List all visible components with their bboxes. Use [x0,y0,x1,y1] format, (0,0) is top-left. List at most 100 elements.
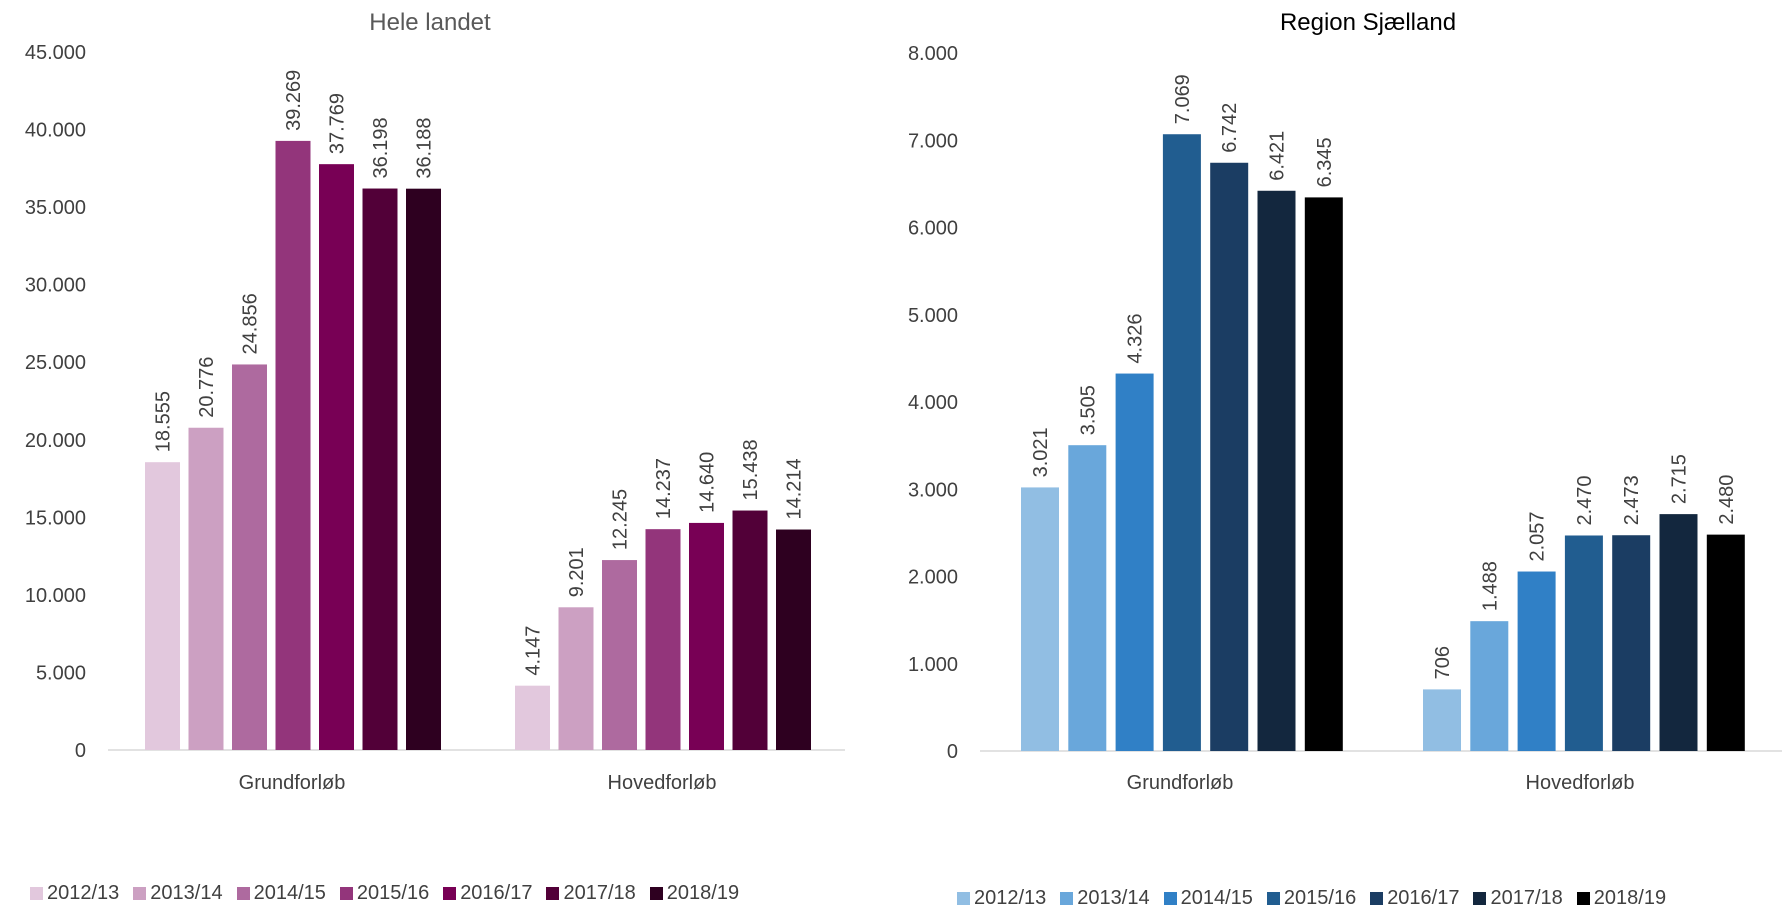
legend-item: 2017/18 [546,882,636,905]
bar [1659,514,1698,751]
category-label: Hovedforløb [608,772,717,794]
data-label: 3.021 [1030,427,1052,477]
data-label: 4.147 [523,626,545,676]
y-tick-label: 25.000 [25,352,86,374]
category-label: Grundforløb [239,772,346,794]
legend-swatch [339,887,353,900]
y-tick-label: 7.000 [908,130,958,152]
chart-region-sjaelland: Region Sjælland 0 1.000 2.000 3.000 4.000 5.00… [880,0,1782,911]
legend-swatch [1163,892,1177,905]
legend-label: 2015/16 [1283,887,1357,909]
category-label: Grundforløb [1127,772,1234,794]
legend-item: 2012/13 [957,887,1046,910]
legend-swatch [236,887,250,900]
chart-hele-landet: Hele landet 0 5.000 10.000 15.000 20.000 25.00… [0,0,880,911]
bar [1162,134,1201,752]
legend-label: 2016/17 [460,882,533,904]
y-tick-label: 10.000 [25,585,86,607]
legend-item: 2017/18 [1473,887,1563,910]
legend-item: 2016/17 [443,882,532,905]
data-label: 9.201 [566,547,588,597]
legend-swatch [546,887,560,900]
data-label: 1.488 [1479,561,1501,611]
y-tick-label: 45.000 [25,42,86,64]
bar [1564,535,1603,751]
bar [645,529,681,750]
data-label: 14.237 [653,458,675,519]
legend-item: 2018/19 [649,882,740,905]
legend-item: 2012/13 [30,882,119,905]
bar [1423,689,1461,751]
legend-swatch [133,887,147,900]
bar [1068,445,1107,751]
legend-label: 2015/16 [356,882,430,904]
bar [1210,162,1249,751]
y-tick-label: 5.000 [908,305,958,327]
legend-swatch [1473,892,1487,905]
data-label: 2.470 [1574,475,1596,525]
chart-hele-landet-plot: Hele landet 0 5.000 10.000 15.000 20.000 25.00… [25,9,845,794]
data-label: 12.245 [610,489,632,550]
legend-hele-landet: 2012/13 2013/14 2014/15 2015/16 2016/17 2017/… [30,882,739,905]
bar [602,560,637,750]
bar [732,510,768,750]
bar [515,685,550,750]
chart-title: Region Sjælland [1280,9,1456,36]
bar [1470,621,1509,751]
data-label: 18.555 [153,391,175,452]
bar [1257,190,1296,751]
y-tick-label: 5.000 [36,662,86,684]
legend-swatch [1370,892,1384,905]
legend-item: 2016/17 [1370,887,1459,910]
legend-item: 2015/16 [339,882,430,905]
data-label: 15.438 [740,439,762,500]
legend-label: 2017/18 [563,882,636,904]
data-label: 37.769 [327,93,349,154]
legend-label: 2012/13 [974,887,1047,909]
data-label: 39.269 [283,70,305,131]
legend-swatch [649,887,663,900]
chart-title: Hele landet [369,9,491,36]
data-label: 6.421 [1267,131,1289,181]
bar [406,188,441,751]
data-label: 36.198 [370,117,392,178]
data-label: 2.715 [1669,454,1691,504]
data-label: 2.057 [1527,511,1549,561]
category-label: Hovedforløb [1526,772,1635,794]
data-label: 706 [1432,646,1454,679]
legend-label: 2013/14 [150,882,223,904]
bar [319,164,354,751]
y-tick-label: 3.000 [908,479,958,501]
y-tick-label: 6.000 [908,218,958,240]
bar [275,140,311,751]
y-tick-label: 35.000 [25,197,86,219]
bar [1612,535,1651,751]
data-label: 20.776 [196,357,218,418]
bar [689,522,724,750]
legend-item: 2013/14 [1060,887,1150,910]
bar [1517,571,1556,751]
y-tick-label: 1.000 [908,654,958,676]
bar [1706,534,1745,751]
bar [232,364,267,750]
y-tick-label: 0 [75,740,86,762]
data-label: 7.069 [1172,74,1194,124]
legend-swatch [1266,892,1280,905]
legend-label: 2018/19 [1593,887,1667,909]
legend-item: 2018/19 [1576,887,1667,910]
legend-label: 2018/19 [666,882,740,904]
legend-label: 2017/18 [1490,887,1563,909]
legend-label: 2014/15 [253,882,326,904]
legend-swatch [957,892,970,905]
bar [145,462,180,750]
legend-item: 2015/16 [1266,887,1357,910]
y-tick-label: 40.000 [25,120,86,142]
legend-swatch [30,887,43,900]
data-label: 14.640 [697,452,719,513]
y-tick-label: 4.000 [908,392,958,414]
bar [1115,373,1154,751]
bar [188,427,224,750]
y-tick-label: 30.000 [25,275,86,297]
y-tick-label: 0 [947,741,958,763]
bar [1021,487,1059,751]
